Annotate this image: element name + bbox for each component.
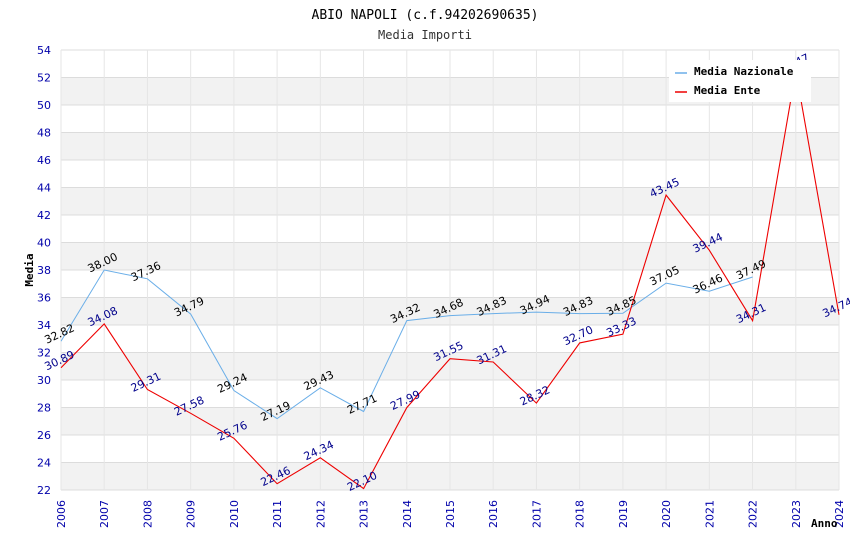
y-tick-label: 46 (37, 154, 51, 167)
x-tick-label: 2022 (747, 500, 760, 528)
chart-title: ABIO NAPOLI (c.f.94202690635) (312, 8, 539, 23)
x-tick-label: 2020 (660, 500, 673, 528)
y-tick-label: 38 (37, 264, 51, 277)
series-line-media-ente (60, 70, 840, 490)
x-tick-label: 2019 (617, 500, 630, 528)
x-tick-label: 2023 (790, 500, 803, 528)
y-tick-label: 48 (37, 127, 51, 140)
chart-subtitle: Media Importi (378, 28, 472, 42)
x-tick-label: 2015 (444, 500, 457, 528)
x-tick-label: 2011 (271, 500, 284, 528)
x-tick-label: 2010 (228, 500, 241, 528)
x-tick-label: 2013 (358, 500, 371, 528)
y-axis-label: Media (23, 253, 36, 286)
x-tick-label: 2024 (833, 500, 846, 528)
y-tick-label: 40 (37, 237, 51, 250)
y-tick-label: 30 (37, 374, 51, 387)
data-label-ente: 28.32 (518, 383, 552, 408)
x-tick-label: 2016 (487, 500, 500, 528)
y-tick-label: 24 (37, 457, 51, 470)
gridlines (60, 49, 840, 491)
y-tick-label: 52 (37, 72, 51, 85)
y-tick-label: 36 (37, 292, 51, 305)
y-tick-label: 54 (37, 44, 51, 57)
y-tick-label: 34 (37, 319, 51, 332)
legend: Media Nazionale Media Ente (669, 60, 811, 102)
y-tick-label: 44 (37, 182, 51, 195)
x-axis-ticks: 2006 2007 2008 2009 2010 2011 2012 2013 2014 2015… (55, 500, 846, 528)
y-tick-label: 32 (37, 347, 51, 360)
y-tick-label: 42 (37, 209, 51, 222)
x-axis-label: Anno (811, 517, 838, 530)
x-tick-label: 2018 (574, 500, 587, 528)
x-tick-label: 2021 (703, 500, 716, 528)
y-tick-label: 50 (37, 99, 51, 112)
x-tick-label: 2009 (185, 500, 198, 528)
legend-label-media-ente: Media Ente (694, 84, 761, 97)
data-label-nazionale: 36.46 (691, 271, 725, 296)
x-tick-label: 2012 (314, 500, 327, 528)
legend-box (669, 60, 811, 102)
x-tick-label: 2007 (98, 500, 111, 528)
x-tick-label: 2017 (530, 500, 543, 528)
x-tick-label: 2014 (401, 500, 414, 528)
y-axis-ticks: 22 24 26 28 30 32 34 36 38 40 42 44 46 48 50 52 54 (37, 44, 51, 497)
series-line-media-nazionale (60, 269, 753, 420)
y-tick-label: 22 (37, 484, 51, 497)
series-lines (60, 70, 840, 490)
data-label-ente: 24.34 (302, 438, 336, 463)
y-tick-label: 26 (37, 429, 51, 442)
x-tick-label: 2006 (55, 500, 68, 528)
x-tick-label: 2008 (141, 500, 154, 528)
legend-label-media-nazionale: Media Nazionale (694, 65, 794, 78)
y-tick-label: 28 (37, 402, 51, 415)
